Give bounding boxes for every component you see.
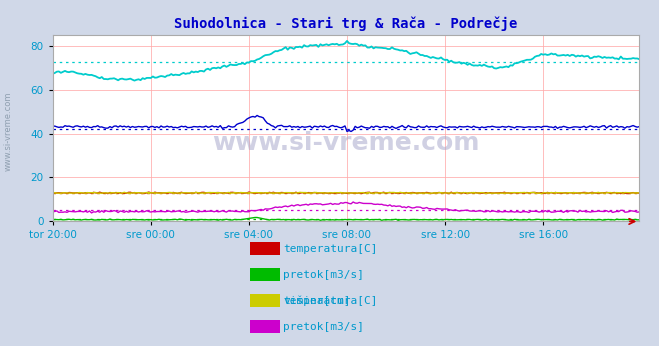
Text: temperatura[C]: temperatura[C] [283,296,378,306]
Text: temperatura[C]: temperatura[C] [283,244,378,254]
Title: Suhodolnica - Stari trg & Rača - Podrečje: Suhodolnica - Stari trg & Rača - Podrečj… [174,16,518,31]
Text: višina[cm]: višina[cm] [283,296,351,306]
Text: pretok[m3/s]: pretok[m3/s] [283,322,364,332]
Text: www.si-vreme.com: www.si-vreme.com [3,92,13,171]
Text: www.si-vreme.com: www.si-vreme.com [212,131,480,155]
Text: pretok[m3/s]: pretok[m3/s] [283,270,364,280]
